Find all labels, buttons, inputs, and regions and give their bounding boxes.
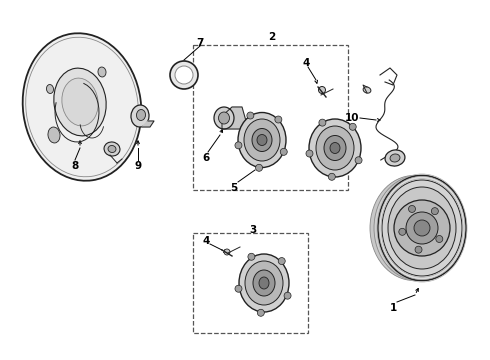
- Ellipse shape: [382, 180, 462, 276]
- Ellipse shape: [324, 135, 346, 161]
- Polygon shape: [222, 107, 246, 129]
- Circle shape: [248, 253, 255, 260]
- Circle shape: [247, 112, 254, 119]
- Circle shape: [235, 142, 242, 149]
- Circle shape: [278, 257, 285, 265]
- Circle shape: [280, 148, 287, 155]
- Circle shape: [256, 164, 263, 171]
- Circle shape: [235, 285, 242, 292]
- Circle shape: [349, 123, 356, 130]
- Ellipse shape: [245, 261, 283, 305]
- Text: 2: 2: [269, 32, 275, 42]
- Circle shape: [319, 119, 326, 126]
- Bar: [193, 45, 348, 190]
- Ellipse shape: [224, 249, 230, 255]
- Ellipse shape: [378, 175, 466, 280]
- Ellipse shape: [257, 135, 267, 145]
- Ellipse shape: [214, 107, 234, 129]
- Ellipse shape: [239, 254, 289, 312]
- Ellipse shape: [47, 85, 53, 94]
- Circle shape: [415, 246, 422, 253]
- Ellipse shape: [48, 127, 60, 143]
- Ellipse shape: [238, 112, 286, 167]
- Ellipse shape: [131, 105, 149, 127]
- Ellipse shape: [244, 119, 280, 161]
- Text: 9: 9: [134, 161, 142, 171]
- Circle shape: [399, 228, 406, 235]
- Polygon shape: [142, 121, 154, 127]
- Text: 8: 8: [72, 161, 78, 171]
- Circle shape: [284, 292, 291, 299]
- Ellipse shape: [253, 270, 275, 296]
- Text: 6: 6: [202, 153, 210, 163]
- Ellipse shape: [318, 86, 325, 94]
- Ellipse shape: [363, 87, 371, 93]
- Circle shape: [175, 66, 193, 84]
- Ellipse shape: [104, 142, 120, 156]
- Circle shape: [275, 116, 282, 123]
- Ellipse shape: [259, 277, 269, 289]
- Circle shape: [257, 309, 264, 316]
- Text: 1: 1: [390, 303, 396, 313]
- Circle shape: [355, 157, 362, 164]
- Ellipse shape: [309, 119, 361, 177]
- Bar: [193, 233, 308, 333]
- Ellipse shape: [330, 143, 340, 153]
- Circle shape: [306, 150, 313, 157]
- Circle shape: [170, 61, 198, 89]
- Ellipse shape: [388, 187, 456, 269]
- Circle shape: [431, 208, 439, 215]
- Text: 7: 7: [196, 38, 204, 48]
- Circle shape: [436, 235, 443, 243]
- Text: 4: 4: [302, 58, 310, 68]
- Ellipse shape: [378, 175, 466, 280]
- Ellipse shape: [62, 78, 98, 126]
- Text: 10: 10: [345, 113, 359, 123]
- Ellipse shape: [108, 145, 116, 153]
- Ellipse shape: [385, 150, 405, 166]
- Ellipse shape: [137, 109, 146, 121]
- Circle shape: [414, 220, 430, 236]
- Circle shape: [328, 173, 335, 180]
- Circle shape: [394, 200, 450, 256]
- Text: 4: 4: [202, 236, 210, 246]
- Ellipse shape: [390, 154, 400, 162]
- Ellipse shape: [252, 129, 272, 152]
- Ellipse shape: [98, 67, 106, 77]
- Ellipse shape: [370, 175, 458, 280]
- Text: 3: 3: [249, 225, 257, 235]
- Ellipse shape: [219, 112, 229, 124]
- Ellipse shape: [316, 126, 354, 170]
- Ellipse shape: [374, 175, 462, 280]
- Circle shape: [409, 206, 416, 212]
- Ellipse shape: [54, 68, 106, 136]
- Ellipse shape: [23, 33, 141, 181]
- Circle shape: [406, 212, 438, 244]
- Text: 5: 5: [230, 183, 238, 193]
